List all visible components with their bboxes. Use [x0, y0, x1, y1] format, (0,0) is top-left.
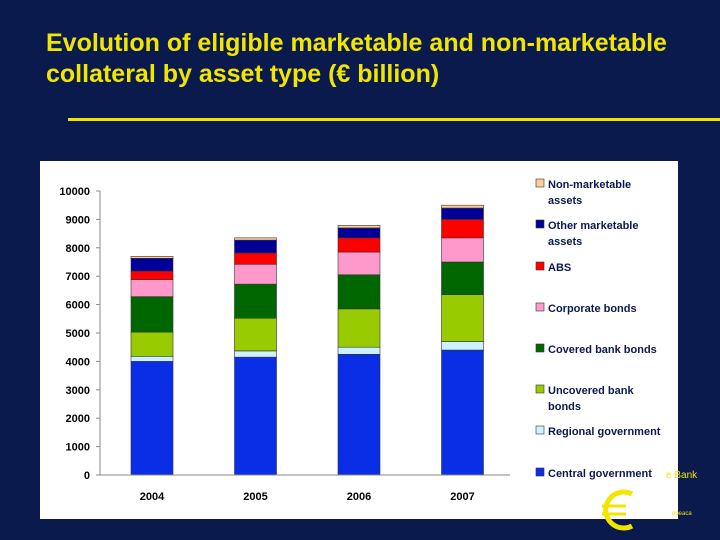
- bar-segment: [130, 355, 174, 362]
- bar-segment: [234, 283, 277, 319]
- legend-label: Uncovered bank bonds: [548, 385, 634, 413]
- legend-swatch: [535, 467, 545, 477]
- legend-label: ABS: [548, 262, 571, 274]
- legend-swatch: [535, 219, 545, 229]
- bar-segment: [441, 341, 484, 351]
- bar-segment: [441, 204, 484, 209]
- y-tick-label: 6000: [66, 300, 90, 312]
- bar-segment: [441, 261, 484, 295]
- bar-segment: [337, 346, 381, 355]
- legend-swatch: [535, 302, 545, 312]
- legend-label: Central government: [548, 468, 652, 480]
- y-tick-label: 5000: [66, 328, 90, 340]
- y-tick-label: 0: [84, 470, 90, 482]
- legend-label: Covered bank bonds: [548, 344, 657, 356]
- bar-segment: [234, 263, 277, 285]
- bar-segment: [130, 361, 174, 476]
- footer-bank-text: e Bank: [666, 470, 698, 481]
- title-underline: [68, 118, 720, 121]
- bar-segment: [234, 239, 277, 254]
- bar-stack-2006: [337, 225, 381, 476]
- bar-segment: [234, 252, 277, 265]
- bar-segment: [337, 308, 381, 348]
- stacked-bar-chart: 0 1000 2000 3000 4000 5000 6000 7000 8000 9000 100…: [59, 178, 661, 503]
- legend-label: Regional government: [548, 426, 661, 438]
- legend-label-line: Other marketable: [548, 220, 638, 232]
- legend-label-line: bonds: [548, 401, 581, 413]
- legend-entry: ABS: [535, 261, 571, 274]
- legend-entry: Corporate bonds: [535, 302, 637, 315]
- y-tick-label: 10000: [59, 186, 90, 198]
- legend-entry: Regional government: [535, 425, 661, 438]
- bar-stacks: [130, 204, 484, 476]
- y-tick-label: 7000: [66, 271, 90, 283]
- x-tick-label: 2007: [450, 491, 474, 503]
- x-tick-label: 2005: [243, 491, 267, 503]
- bar-segment: [337, 227, 381, 239]
- bar-segment: [130, 331, 174, 357]
- legend-label: Other marketable assets: [548, 220, 638, 248]
- bar-segment: [337, 225, 381, 229]
- bar-stack-2007: [441, 204, 484, 476]
- bar-segment: [337, 237, 381, 253]
- bar-segment: [130, 258, 174, 272]
- bar-segment: [130, 270, 174, 280]
- bar-segment: [130, 279, 174, 297]
- legend-label: Non-marketable assets: [548, 179, 631, 207]
- x-tick-label: 2004: [140, 491, 165, 503]
- bar-segment: [441, 219, 484, 239]
- bar-segment: [337, 251, 381, 276]
- slide-title: Evolution of eligible marketable and non…: [46, 29, 667, 88]
- legend-label-line: Uncovered bank: [548, 385, 634, 397]
- legend-swatch: [535, 425, 545, 435]
- legend-label-line: Non-marketable: [548, 179, 631, 191]
- legend-label-line: assets: [548, 195, 582, 207]
- euro-logo-icon: [602, 489, 634, 531]
- y-tick-label: 1000: [66, 442, 90, 454]
- bar-segment: [337, 274, 381, 310]
- y-tick-label: 2000: [66, 413, 90, 425]
- bar-segment: [441, 237, 484, 263]
- bar-segment: [130, 296, 174, 333]
- bar-segment: [337, 354, 381, 476]
- x-axis: 2004 2005 2006 2007: [100, 474, 510, 503]
- chart-panel: 0 1000 2000 3000 4000 5000 6000 7000 8000 9000 100…: [40, 161, 678, 519]
- legend-entry: Central government: [535, 467, 652, 480]
- bar-segment: [441, 294, 484, 342]
- y-tick-label: 8000: [66, 243, 90, 255]
- bar-segment: [441, 207, 484, 220]
- legend-label: Corporate bonds: [548, 303, 637, 315]
- legend-entry: Covered bank bonds: [535, 343, 657, 356]
- x-tick-label: 2006: [347, 491, 371, 503]
- bar-stack-2005: [234, 237, 277, 476]
- legend-swatch: [535, 384, 545, 394]
- legend-entry: Uncovered bank bonds: [535, 384, 634, 413]
- legend-swatch: [535, 261, 545, 271]
- legend-entry: Other marketable assets: [535, 219, 638, 248]
- bar-segment: [234, 237, 277, 241]
- legend-entry: Non-marketable assets: [535, 178, 631, 207]
- y-tick-label: 9000: [66, 214, 90, 226]
- bar-segment: [234, 356, 277, 476]
- bar-segment: [130, 256, 174, 259]
- bar-stack-2004: [130, 256, 174, 476]
- legend: Non-marketable assets Other marketable asse…: [535, 178, 661, 480]
- y-tick-label: 3000: [66, 385, 90, 397]
- bar-segment: [441, 349, 484, 476]
- legend-label-line: assets: [548, 236, 582, 248]
- bar-segment: [234, 350, 277, 358]
- footer-subtext: opeaca: [672, 511, 692, 517]
- bar-segment: [234, 317, 277, 352]
- legend-swatch: [535, 343, 545, 353]
- y-tick-label: 4000: [66, 356, 90, 368]
- y-axis: 0 1000 2000 3000 4000 5000 6000 7000 8000 9000 100…: [59, 186, 101, 482]
- legend-swatch: [535, 178, 545, 188]
